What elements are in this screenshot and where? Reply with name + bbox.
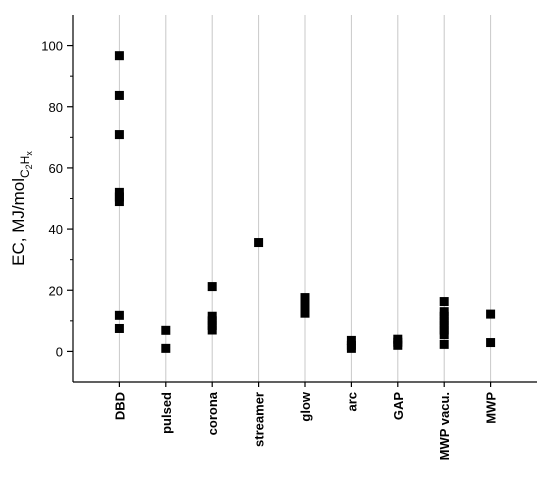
point <box>114 192 124 202</box>
point <box>207 316 217 326</box>
y-axis-label-part: 2 <box>24 164 34 169</box>
point <box>346 343 356 353</box>
point <box>300 297 310 307</box>
point <box>114 130 124 140</box>
y-tick-label: 100 <box>41 39 63 54</box>
y-tick-label: 40 <box>49 222 63 237</box>
point <box>114 323 124 333</box>
point <box>486 338 496 348</box>
y-axis-label-part: H <box>18 156 32 165</box>
point <box>439 339 449 349</box>
x-tick-label: streamer <box>252 392 267 447</box>
point <box>439 307 449 317</box>
point <box>439 311 449 321</box>
point <box>393 340 403 350</box>
point <box>114 197 124 207</box>
point <box>346 335 356 345</box>
point <box>161 343 171 353</box>
x-tick-label: glow <box>298 391 313 421</box>
point <box>114 51 124 61</box>
x-tick-label: arc <box>344 392 359 412</box>
point <box>486 309 496 319</box>
point <box>207 320 217 330</box>
point <box>114 310 124 320</box>
point <box>254 238 264 248</box>
x-tick-label: corona <box>205 391 220 435</box>
point <box>161 325 171 335</box>
y-tick-label: 80 <box>49 100 63 115</box>
y-tick-label: 0 <box>56 344 63 359</box>
point <box>300 308 310 318</box>
x-tick-label: MWP vacu. <box>437 392 452 460</box>
point <box>439 316 449 326</box>
x-tick-label: pulsed <box>159 392 174 434</box>
point <box>207 311 217 321</box>
y-axis-label-part: C <box>18 169 32 178</box>
point <box>207 282 217 292</box>
point <box>300 302 310 312</box>
point <box>439 330 449 340</box>
y-tick-label: 20 <box>49 283 63 298</box>
point <box>439 320 449 330</box>
point <box>300 293 310 303</box>
point <box>439 297 449 307</box>
point <box>439 325 449 335</box>
x-tick-label: DBD <box>112 392 127 420</box>
x-tick-label: GAP <box>391 392 406 421</box>
x-tick-label: MWP <box>484 392 499 424</box>
y-tick-label: 60 <box>49 161 63 176</box>
y-axis-label-part: EC, MJ/mol <box>9 178 28 266</box>
y-axis-label-part: x <box>24 151 34 156</box>
point <box>114 187 124 197</box>
point <box>207 325 217 335</box>
point <box>114 90 124 100</box>
y-axis-label: EC, MJ/molC2Hx <box>9 151 34 266</box>
